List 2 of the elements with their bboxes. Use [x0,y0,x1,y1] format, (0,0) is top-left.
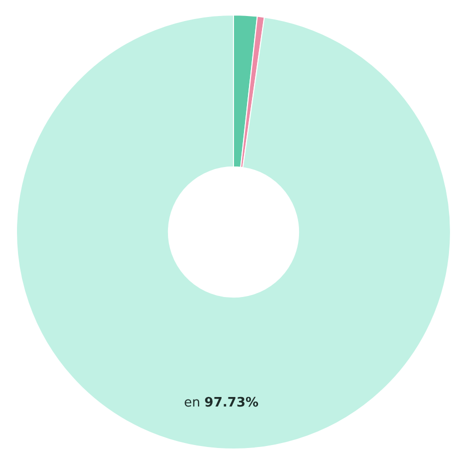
data-label: 97.73% [204,395,259,410]
slice-label: en [184,395,204,410]
